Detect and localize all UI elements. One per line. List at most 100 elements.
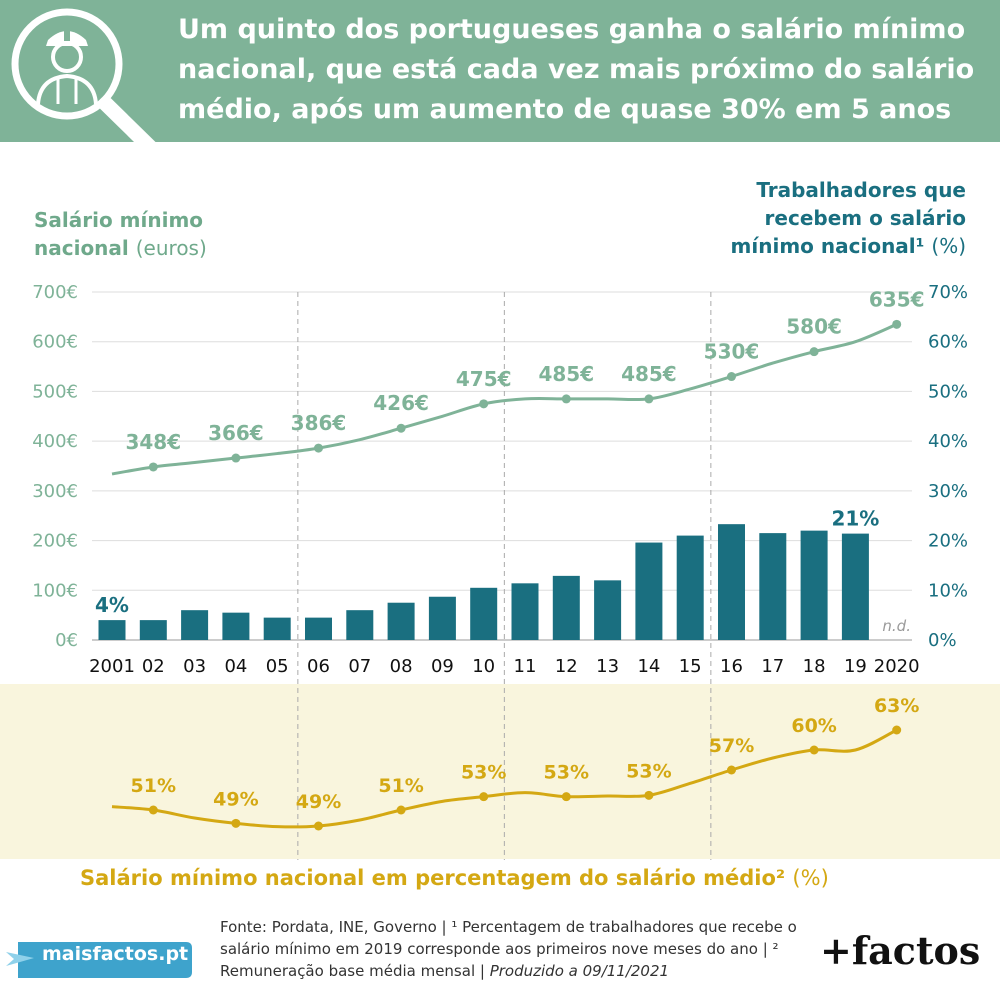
bar xyxy=(222,612,250,640)
x-tick-label: 2020 xyxy=(874,656,920,677)
bar xyxy=(98,620,126,640)
bar xyxy=(841,533,869,640)
x-tick-label: 13 xyxy=(596,656,619,677)
bar xyxy=(676,535,704,640)
min-wage-label: 485€ xyxy=(538,362,594,386)
min-wage-point xyxy=(314,443,323,453)
worker-magnifier-icon xyxy=(11,8,164,161)
right-tick-label: 0% xyxy=(928,630,957,651)
right-tick-label: 10% xyxy=(928,580,968,601)
left-tick-label: 700€ xyxy=(32,282,78,303)
min-wage-point xyxy=(727,372,736,382)
min-wage-label: 426€ xyxy=(373,391,429,415)
left-tick-label: 500€ xyxy=(32,381,78,402)
bar xyxy=(800,530,828,640)
left-axis-title-text: Salário mínimo nacional xyxy=(34,208,204,260)
x-tick-label: 03 xyxy=(183,656,206,677)
header-banner: Um quinto dos portugueses ganha o salári… xyxy=(0,0,1000,161)
min-wage-label: 485€ xyxy=(621,362,677,386)
x-tick-label: 15 xyxy=(679,656,702,677)
bar xyxy=(470,587,498,640)
ratio-point xyxy=(314,821,323,831)
ratio-point xyxy=(727,765,736,775)
min-wage-point xyxy=(231,453,241,463)
min-wage-label: 635€ xyxy=(869,287,925,311)
bar xyxy=(305,617,332,640)
site-link[interactable]: maisfactos.pt xyxy=(42,943,189,965)
right-tick-label: 70% xyxy=(928,282,968,303)
min-wage-point xyxy=(644,394,654,404)
bar xyxy=(511,583,539,640)
ratio-panel-background xyxy=(0,684,1000,859)
footer-source: Fonte: Pordata, INE, Governo | ¹ Percent… xyxy=(220,916,810,982)
left-tick-label: 600€ xyxy=(32,332,78,353)
x-tick-label: 17 xyxy=(761,656,784,677)
bottom-axis-title: Salário mínimo nacional em percentagem d… xyxy=(80,866,829,890)
ratio-label: 51% xyxy=(131,775,176,797)
bar xyxy=(759,533,787,640)
ratio-label: 49% xyxy=(213,788,258,810)
ratio-label: 53% xyxy=(544,762,589,784)
x-tick-label: 14 xyxy=(637,656,660,677)
min-wage-label: 530€ xyxy=(704,340,760,364)
x-tick-label: 11 xyxy=(514,656,537,677)
site-badge[interactable] xyxy=(4,938,194,982)
paper-plane-icon xyxy=(6,952,34,966)
left-tick-label: 100€ xyxy=(32,580,78,601)
x-tick-label: 05 xyxy=(266,656,289,677)
min-wage-point xyxy=(892,319,902,329)
ratio-point xyxy=(809,745,819,755)
ratio-label: 57% xyxy=(709,735,754,757)
x-tick-label: 18 xyxy=(803,656,826,677)
min-wage-label: 386€ xyxy=(291,411,347,435)
bar xyxy=(181,610,209,640)
left-tick-label: 0€ xyxy=(55,630,78,651)
ratio-point xyxy=(231,818,241,828)
bar xyxy=(552,575,580,640)
bar xyxy=(387,602,415,640)
ratio-label: 63% xyxy=(874,695,919,717)
x-tick-label: 19 xyxy=(844,656,867,677)
ratio-label: 53% xyxy=(461,762,506,784)
x-tick-label: 02 xyxy=(142,656,165,677)
x-tick-label: 10 xyxy=(472,656,495,677)
x-tick-label: 08 xyxy=(390,656,413,677)
na-label: n.d. xyxy=(882,617,911,635)
bar xyxy=(718,524,745,640)
x-tick-label: 07 xyxy=(348,656,371,677)
bar-value-label: 21% xyxy=(831,507,879,531)
left-axis-unit: (euros) xyxy=(135,236,207,260)
min-wage-point xyxy=(479,399,489,409)
bottom-axis-unit: (%) xyxy=(792,866,829,890)
ratio-point xyxy=(892,725,902,735)
x-tick-label: 12 xyxy=(555,656,578,677)
right-tick-label: 20% xyxy=(928,531,968,552)
min-wage-point xyxy=(809,347,819,357)
right-tick-label: 50% xyxy=(928,381,968,402)
page-title: Um quinto dos portugueses ganha o salári… xyxy=(178,14,975,125)
bottom-axis-title-text: Salário mínimo nacional em percentagem d… xyxy=(80,866,786,890)
x-tick-label: 2001 xyxy=(89,656,135,677)
x-tick-label: 04 xyxy=(224,656,247,677)
left-tick-label: 200€ xyxy=(32,531,78,552)
min-wage-point xyxy=(561,394,571,404)
bar xyxy=(263,617,291,640)
bar-value-label: 4% xyxy=(95,593,129,617)
x-tick-label: 16 xyxy=(720,656,743,677)
ratio-label: 49% xyxy=(296,791,341,813)
min-wage-point xyxy=(148,462,158,472)
ratio-point xyxy=(561,792,571,802)
footer-produced-date: Produzido a 09/11/2021 xyxy=(489,962,670,980)
x-tick-label: 06 xyxy=(307,656,330,677)
right-axis-title: Trabalhadores que recebem o salário míni… xyxy=(706,176,966,260)
min-wage-label: 366€ xyxy=(208,421,264,445)
bar xyxy=(139,620,167,640)
min-wage-label: 348€ xyxy=(125,430,181,454)
right-axis-title-text: Trabalhadores que recebem o salário míni… xyxy=(730,178,966,258)
left-tick-label: 400€ xyxy=(32,431,78,452)
left-tick-label: 300€ xyxy=(32,481,78,502)
min-wage-label: 580€ xyxy=(786,315,842,339)
bar xyxy=(346,610,374,640)
x-tick-label: 09 xyxy=(431,656,454,677)
